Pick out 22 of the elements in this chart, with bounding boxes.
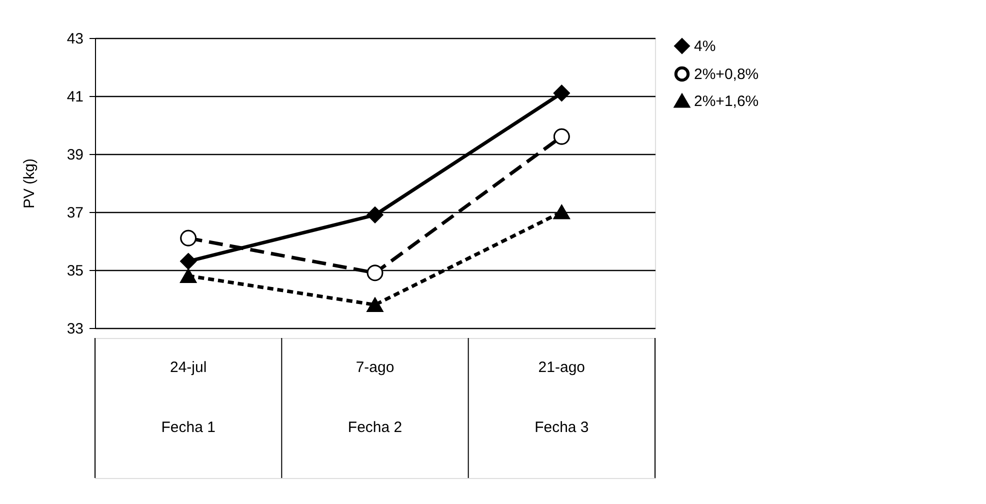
point xyxy=(554,128,570,145)
category-label: 21-ago Fecha 3 xyxy=(534,359,589,436)
point xyxy=(366,206,384,224)
y-tick-label: 33 xyxy=(66,320,84,338)
point xyxy=(554,204,570,220)
y-tick-label: 35 xyxy=(66,262,84,280)
point xyxy=(180,253,196,270)
y-tick-label: 43 xyxy=(66,30,84,48)
category-label: 7-ago Fecha 2 xyxy=(348,359,402,436)
legend-label: 2%+1,6% xyxy=(694,93,759,110)
category-label: 24-jul Fecha 1 xyxy=(161,359,216,436)
y-tick-label: 41 xyxy=(66,88,84,106)
point xyxy=(180,230,196,246)
point xyxy=(366,298,384,312)
y-tick-label: 37 xyxy=(66,204,84,222)
legend-label: 4% xyxy=(694,38,716,55)
y-tick-label: 39 xyxy=(66,146,84,164)
y-axis-title: PV (kg) xyxy=(20,158,38,209)
point xyxy=(366,264,384,282)
point xyxy=(554,84,570,102)
point xyxy=(180,268,196,283)
legend-label: 2%+0,8% xyxy=(694,66,759,83)
